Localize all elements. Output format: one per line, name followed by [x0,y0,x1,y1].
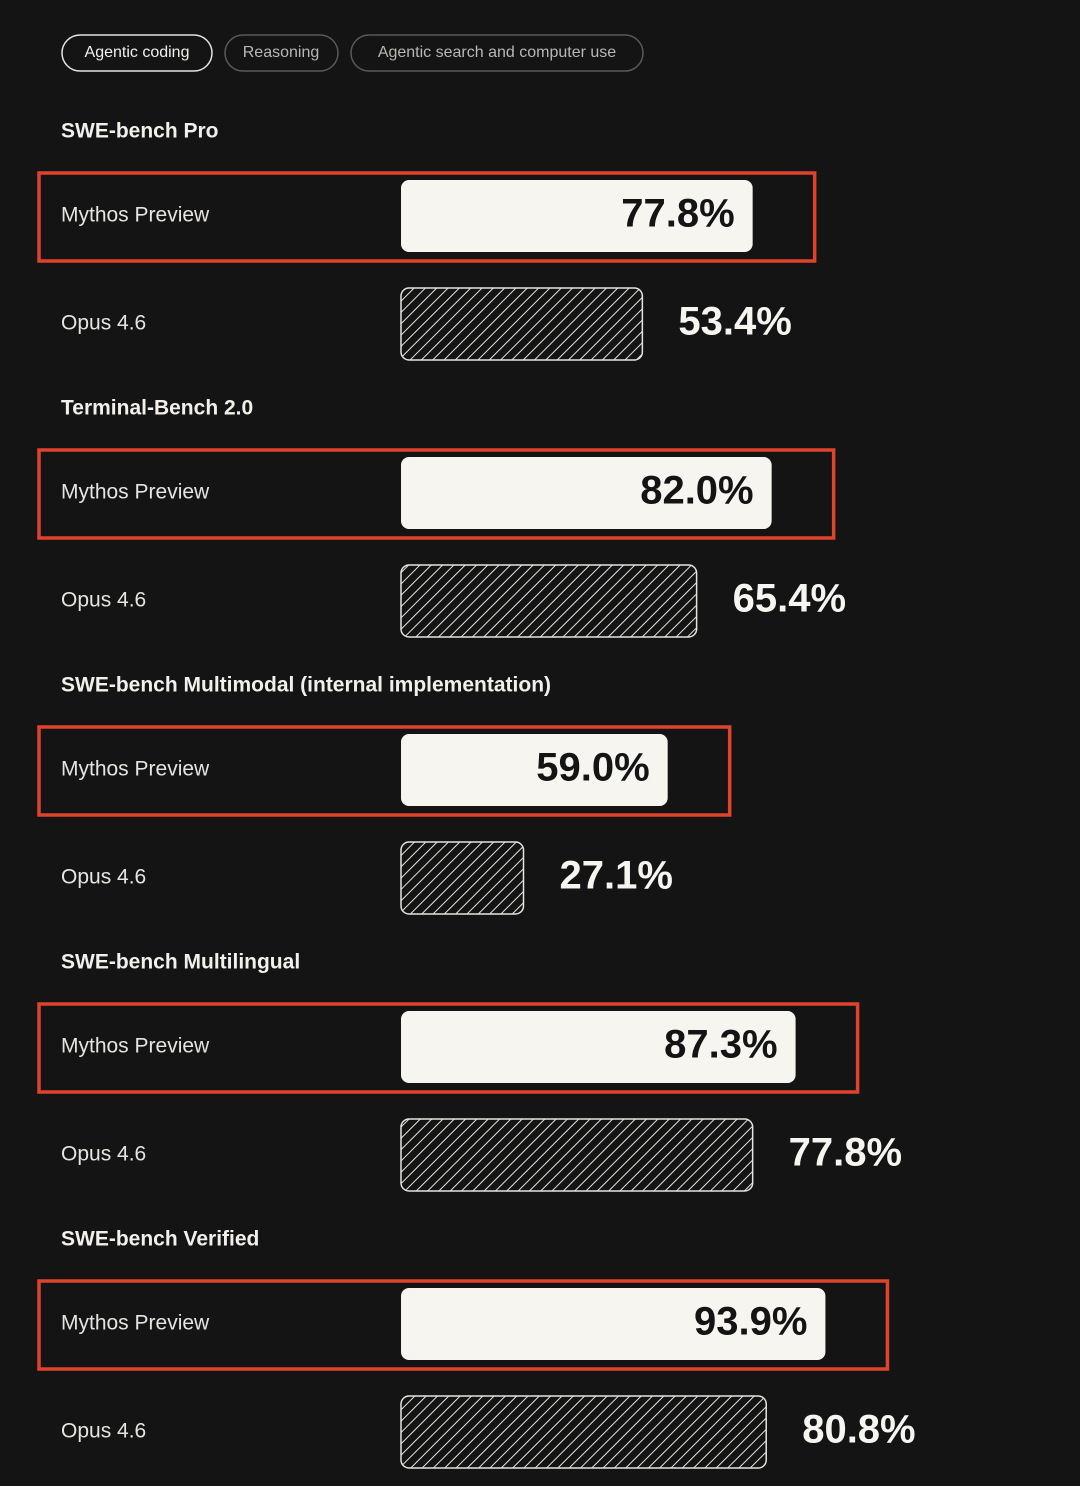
value-label: 87.3% [664,1023,777,1067]
bar [401,1288,826,1360]
value-label: 77.8% [621,192,734,236]
bar [401,1011,796,1083]
value-label: 82.0% [640,469,753,513]
bar [400,841,525,915]
tab-label[interactable]: Agentic coding [85,44,190,61]
tab-label[interactable]: Reasoning [243,44,320,61]
tab-pill[interactable] [224,34,339,72]
bar [401,180,753,252]
bar [401,734,668,806]
category-label: Mythos Preview [61,758,210,781]
chart-title: SWE-bench Verified [61,1228,259,1251]
tab-pill[interactable] [350,34,644,72]
bar [400,1395,767,1469]
chart-title: SWE-bench Multimodal (internal implement… [61,674,551,697]
chart-title: SWE-bench Pro [61,120,219,143]
category-label: Mythos Preview [61,204,210,227]
category-label: Opus 4.6 [61,866,146,889]
value-label: 77.8% [789,1131,902,1175]
highlight-box [37,448,836,540]
value-label: 93.9% [694,1300,807,1344]
highlight-box [37,171,817,263]
chart-title: Terminal-Bench 2.0 [61,397,253,420]
value-label: 80.8% [802,1408,915,1452]
category-label: Mythos Preview [61,1035,210,1058]
tab-pill[interactable] [61,34,213,72]
bar [400,564,698,638]
highlight-box [37,725,732,817]
bar [400,1118,754,1192]
tab-label[interactable]: Agentic search and computer use [378,44,616,61]
value-label: 27.1% [559,854,672,898]
category-label: Mythos Preview [61,1312,210,1335]
value-label: 53.4% [678,300,791,344]
bar [401,457,772,529]
value-label: 59.0% [536,746,649,790]
bar [400,287,644,361]
category-label: Opus 4.6 [61,312,146,335]
chart-title: SWE-bench Multilingual [61,951,300,974]
value-label: 65.4% [733,577,846,621]
highlight-box [37,1279,890,1371]
category-label: Opus 4.6 [61,1143,146,1166]
category-label: Opus 4.6 [61,1420,146,1443]
category-label: Mythos Preview [61,481,210,504]
highlight-box [37,1002,860,1094]
category-label: Opus 4.6 [61,589,146,612]
